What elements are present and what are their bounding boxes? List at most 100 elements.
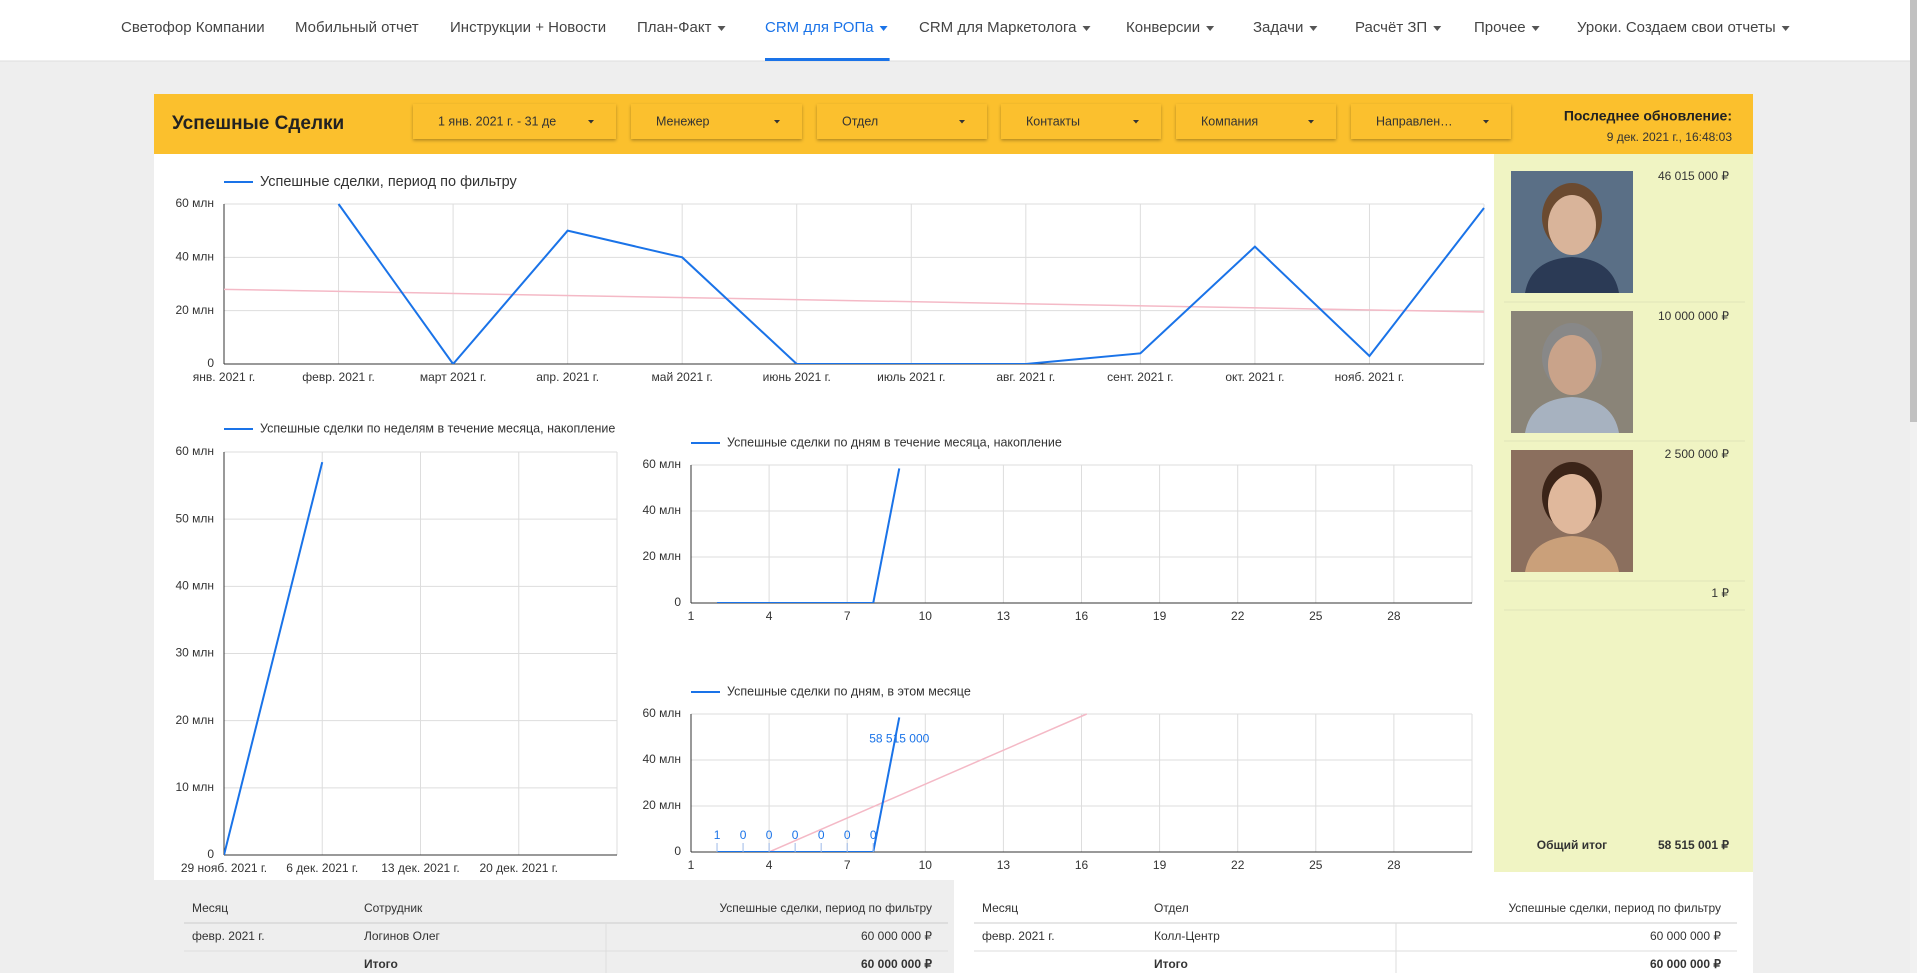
y-tick-label: 0 (207, 847, 214, 861)
value-label: 0 (766, 828, 773, 842)
value-label: 0 (740, 828, 747, 842)
filter-label: Менежер (656, 114, 710, 128)
filter-label: Компания (1201, 114, 1258, 128)
y-tick-label: 40 млн (642, 752, 681, 766)
y-tick-label: 0 (674, 595, 681, 609)
table-cell: февр. 2021 г. (982, 929, 1055, 943)
table-left-bg (154, 880, 954, 973)
x-tick-label: 1 (688, 858, 695, 872)
y-tick-label: 20 млн (175, 303, 214, 317)
y-tick-label: 10 млн (175, 780, 214, 794)
x-tick-label: сент. 2021 г. (1107, 370, 1173, 384)
table-total-value: 60 000 000 ₽ (1650, 957, 1721, 971)
x-tick-label: окт. 2021 г. (1225, 370, 1284, 384)
x-tick-label: 20 дек. 2021 г. (479, 861, 558, 875)
x-tick-label: 28 (1387, 858, 1401, 872)
x-tick-label: 25 (1309, 609, 1323, 623)
x-tick-label: 28 (1387, 609, 1401, 623)
table-total-value: 60 000 000 ₽ (861, 957, 932, 971)
value-label: 58 515 000 (869, 732, 929, 746)
table-cell: 60 000 000 ₽ (861, 929, 932, 943)
table-total-label: Итого (1154, 957, 1188, 971)
x-tick-label: нояб. 2021 г. (1335, 370, 1405, 384)
y-tick-label: 60 млн (642, 457, 681, 471)
x-tick-label: 10 (919, 609, 933, 623)
report-title: Успешные Сделки (172, 113, 344, 134)
x-tick-label: апр. 2021 г. (536, 370, 599, 384)
avatar-face (1548, 335, 1596, 395)
leaderboard-total: 58 515 001 ₽ (1658, 838, 1729, 852)
x-tick-label: 10 (919, 858, 933, 872)
avatar-face (1548, 474, 1596, 534)
y-tick-label: 0 (207, 356, 214, 370)
x-tick-label: 29 нояб. 2021 г. (181, 861, 267, 875)
value-label: 0 (818, 828, 825, 842)
filter-label: Отдел (842, 114, 878, 128)
x-tick-label: 16 (1075, 609, 1089, 623)
x-tick-label: 1 (688, 609, 695, 623)
table-header: Успешные сделки, период по фильтру (1508, 901, 1721, 915)
x-tick-label: май 2021 г. (652, 370, 713, 384)
updated-label: Последнее обновление: (1564, 108, 1732, 124)
x-tick-label: 16 (1075, 858, 1089, 872)
leaderboard-amount: 10 000 000 ₽ (1658, 309, 1729, 323)
table-header: Отдел (1154, 901, 1189, 915)
y-tick-label: 60 млн (642, 706, 681, 720)
y-tick-label: 20 млн (642, 549, 681, 563)
nav-item[interactable]: Конверсии (1126, 19, 1200, 36)
active-underline (765, 58, 890, 61)
y-tick-label: 30 млн (175, 646, 214, 660)
updated-at: 9 дек. 2021 г., 16:48:03 (1607, 130, 1733, 144)
y-tick-label: 20 млн (642, 798, 681, 812)
x-tick-label: 25 (1309, 858, 1323, 872)
x-tick-label: 22 (1231, 609, 1245, 623)
x-tick-label: 19 (1153, 858, 1167, 872)
nav-item[interactable]: Светофор Компании (121, 19, 265, 36)
nav-item[interactable]: Прочее (1474, 19, 1526, 36)
nav-item[interactable]: CRM для Маркетолога (919, 19, 1077, 36)
x-tick-label: 13 дек. 2021 г. (381, 861, 460, 875)
nav-item[interactable]: План-Факт (637, 19, 712, 36)
filter-label: Контакты (1026, 114, 1080, 128)
value-label: 0 (792, 828, 799, 842)
legend-label: Успешные сделки по дням, в этом месяце (727, 684, 971, 698)
table-cell: Логинов Олег (364, 929, 441, 943)
y-tick-label: 40 млн (175, 250, 214, 264)
table-header: Сотрудник (364, 901, 423, 915)
nav-item[interactable]: Уроки. Создаем свои отчеты (1577, 19, 1776, 36)
value-label: 0 (870, 828, 877, 842)
scrollbar-thumb[interactable] (1910, 0, 1917, 422)
table-header: Месяц (982, 901, 1018, 915)
table-total-label: Итого (364, 957, 398, 971)
nav-item[interactable]: Мобильный отчет (295, 19, 419, 36)
filter-label: Направлен… (1376, 114, 1453, 128)
table-cell: 60 000 000 ₽ (1650, 929, 1721, 943)
x-tick-label: 13 (997, 609, 1011, 623)
x-tick-label: 7 (844, 858, 851, 872)
nav-item[interactable]: Задачи (1253, 19, 1303, 36)
y-tick-label: 60 млн (175, 196, 214, 210)
x-tick-label: авг. 2021 г. (996, 370, 1055, 384)
filter-label: 1 янв. 2021 г. - 31 де (438, 114, 556, 128)
y-tick-label: 40 млн (642, 503, 681, 517)
y-tick-label: 40 млн (175, 579, 214, 593)
x-tick-label: март 2021 г. (420, 370, 486, 384)
x-tick-label: 19 (1153, 609, 1167, 623)
x-tick-label: февр. 2021 г. (302, 370, 375, 384)
nav-item[interactable]: Расчёт ЗП (1355, 19, 1427, 36)
legend-label: Успешные сделки по неделям в течение мес… (260, 421, 615, 435)
nav-item[interactable]: Инструкции + Новости (450, 19, 606, 36)
table-cell: Колл-Центр (1154, 929, 1220, 943)
y-tick-label: 20 млн (175, 713, 214, 727)
leaderboard-amount: 2 500 000 ₽ (1665, 447, 1730, 461)
y-tick-label: 0 (674, 844, 681, 858)
avatar-face (1548, 195, 1596, 255)
table-header: Успешные сделки, период по фильтру (719, 901, 932, 915)
y-tick-label: 50 млн (175, 511, 214, 525)
x-tick-label: янв. 2021 г. (193, 370, 255, 384)
leaderboard-amount: 1 ₽ (1711, 586, 1729, 600)
legend-label: Успешные сделки по дням в течение месяца… (727, 435, 1062, 449)
nav-item[interactable]: CRM для РОПа (765, 19, 874, 36)
x-tick-label: 4 (766, 858, 773, 872)
